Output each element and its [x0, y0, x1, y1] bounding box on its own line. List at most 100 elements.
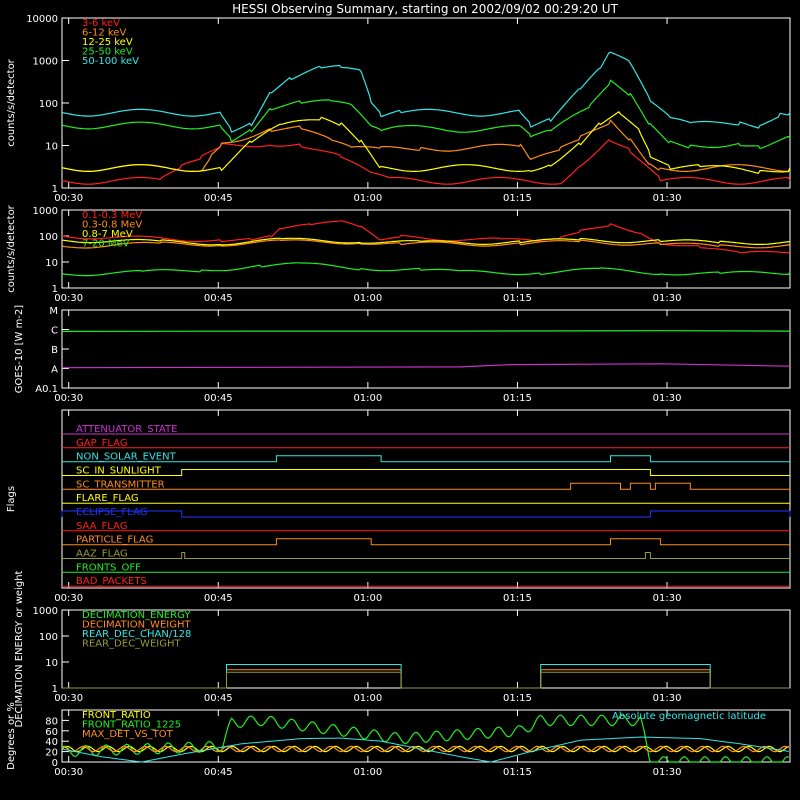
counts_high-xtick-label: 01:15	[503, 293, 532, 304]
counts_low-legend-entry: 12-25 keV	[82, 37, 133, 48]
decimation-xtick-label: 00:45	[204, 693, 233, 704]
decimation-ytick-label: 1	[52, 684, 58, 695]
flag-label: BAD_PACKETS	[76, 576, 147, 587]
counts_low-legend-entry: 3-6 keV	[82, 18, 120, 29]
decimation-legend-entry: REAR_DEC_WEIGHT	[82, 639, 181, 650]
flag-line-sc-transmitter	[62, 482, 790, 490]
goes-series-line	[61, 363, 791, 369]
counts_low-frame	[61, 17, 791, 189]
ratios-xtick-label: 01:15	[503, 767, 532, 778]
flag-label: SC_IN_SUNLIGHT	[76, 466, 162, 477]
decimation-ytick-label: 1000	[33, 606, 58, 617]
ratios-xtick-label: 01:30	[653, 767, 682, 778]
counts_low-xtick-label: 00:45	[204, 193, 233, 204]
goes-xtick-label: 01:15	[503, 393, 532, 404]
flag-label: ATTENUATOR_STATE	[76, 424, 177, 435]
goes-panel: 00:3000:4501:0001:1501:3001:4502:00GOES-…	[14, 305, 791, 404]
ratios-frame	[61, 709, 791, 763]
goes-ytick-label: B	[51, 345, 58, 356]
flags-frame	[61, 409, 791, 589]
counts_high-ytick-label: 1000	[33, 206, 58, 217]
counts_high-ytick-label: 100	[39, 232, 58, 243]
decimation-legend-entry: REAR_DEC_CHAN/128	[82, 629, 191, 640]
y-axis-label: Flags	[6, 486, 17, 512]
counts_low-panel: 00:3000:4501:0001:1501:3001:4502:00count…	[6, 14, 791, 204]
counts_low-xtick-label: 01:30	[653, 193, 682, 204]
y-axis-label: counts/s/detector	[6, 204, 17, 292]
series-line-50-100-keV	[61, 51, 791, 133]
y-axis-label: counts/s/detector	[6, 58, 17, 146]
flag-label: FRONTS_OFF	[76, 562, 141, 573]
decimation-line	[62, 664, 790, 689]
ratios-ytick-label: 20	[45, 748, 58, 759]
series-line-0-8-7-MeV	[61, 237, 791, 246]
counts_high-xtick-label: 00:30	[54, 293, 83, 304]
counts_low-ytick-label: 10	[45, 142, 58, 153]
counts_high-legend-entry: 7-20 MeV	[82, 239, 130, 250]
flags-xtick-label: 01:30	[653, 593, 682, 604]
flags-panel: 00:3000:4501:0001:1501:3001:4502:00Flags…	[6, 409, 791, 604]
counts_low-legend-entry: 6-12 keV	[82, 28, 126, 39]
goes-ytick-label: A0.1	[35, 384, 58, 395]
counts_high-legend-entry: 0.8-7 MeV	[82, 229, 133, 240]
counts_high-frame	[61, 209, 791, 289]
goes-frame	[61, 309, 791, 389]
counts_low-legend-entry: 50-100 keV	[82, 56, 139, 67]
counts_low-ytick-label: 10000	[26, 14, 58, 25]
flag-line-particle-flag	[62, 538, 790, 546]
flags-xtick-label: 01:15	[503, 593, 532, 604]
ratios-panel: 00:3000:4501:0001:1501:3001:4502:00Degre…	[6, 702, 791, 778]
goes-ytick-label: C	[51, 326, 58, 337]
ratios-ytick-label: 40	[45, 737, 58, 748]
flag-line-aaz-flag	[62, 552, 790, 559]
flag-label: PARTICLE_FLAG	[76, 535, 153, 546]
counts_high-xtick-label: 01:00	[353, 293, 382, 304]
counts_high-xtick-label: 01:30	[653, 293, 682, 304]
counts_high-ytick-label: 10	[45, 258, 58, 269]
decimation-xtick-label: 00:30	[54, 693, 83, 704]
decimation-xtick-label: 01:00	[353, 693, 382, 704]
flag-label: AAZ_FLAG	[76, 549, 128, 560]
flag-line-eclipse-flag	[61, 510, 791, 518]
ratio-series-line	[61, 736, 789, 763]
ratios-ytick-label: 80	[45, 716, 58, 727]
counts_high-ytick-label: 1	[52, 284, 58, 295]
flag-label: ECLIPSE_FLAG	[76, 507, 147, 518]
counts_low-ytick-label: 1000	[33, 57, 58, 68]
ratio-series-line	[61, 745, 789, 753]
ratios-legend-entry: MAX_DET_VS_TOT	[82, 729, 174, 740]
chart-title: HESSI Observing Summary, starting on 200…	[232, 2, 618, 16]
series-line-12-25-keV	[61, 110, 791, 174]
ratios-ytick-label: 0	[52, 758, 58, 769]
flag-label: NON_SOLAR_EVENT	[76, 452, 177, 463]
ratios-legend-entry: FRONT_RATIO_1225	[82, 720, 181, 731]
series-line-7-20-MeV	[61, 262, 791, 277]
series-line-25-50-keV	[61, 79, 791, 150]
flag-line-sc-in-sunlight	[62, 469, 790, 476]
goes-xtick-label: 01:00	[353, 393, 382, 404]
goes-xtick-label: 00:45	[204, 393, 233, 404]
ratios-legend-entry: FRONT_RATIO	[82, 710, 151, 721]
counts_low-legend-entry: 25-50 keV	[82, 47, 133, 58]
series-line-0-3-0-8-MeV	[61, 239, 791, 249]
flags-xtick-label: 00:30	[54, 593, 83, 604]
goes-xtick-label: 01:30	[653, 393, 682, 404]
decimation-ytick-label: 100	[39, 632, 58, 643]
counts_low-xtick-label: 00:30	[54, 193, 83, 204]
decimation-legend-entry: DECIMATION_WEIGHT	[82, 620, 191, 631]
counts_high-panel: 00:3000:4501:0001:1501:3001:4502:00count…	[6, 204, 791, 304]
counts_low-xtick-label: 01:15	[503, 193, 532, 204]
ratios-ytick-label: 60	[45, 727, 58, 738]
flag-label: SC_TRANSMITTER	[76, 479, 165, 490]
series-line-6-12-keV	[61, 119, 791, 173]
decimation-ytick-label: 10	[45, 658, 58, 669]
decimation-xtick-label: 01:30	[653, 693, 682, 704]
series-line-0-1-0-3-MeV	[61, 220, 791, 254]
decimation-xtick-label: 01:15	[503, 693, 532, 704]
ratio-series-line	[61, 745, 790, 753]
counts_high-xtick-label: 00:45	[204, 293, 233, 304]
counts_low-ytick-label: 100	[39, 99, 58, 110]
decimation-panel: 00:3000:4501:0001:1501:3001:4502:00DECIM…	[14, 570, 791, 727]
counts_high-legend-entry: 0.3-0.8 MeV	[82, 220, 142, 231]
